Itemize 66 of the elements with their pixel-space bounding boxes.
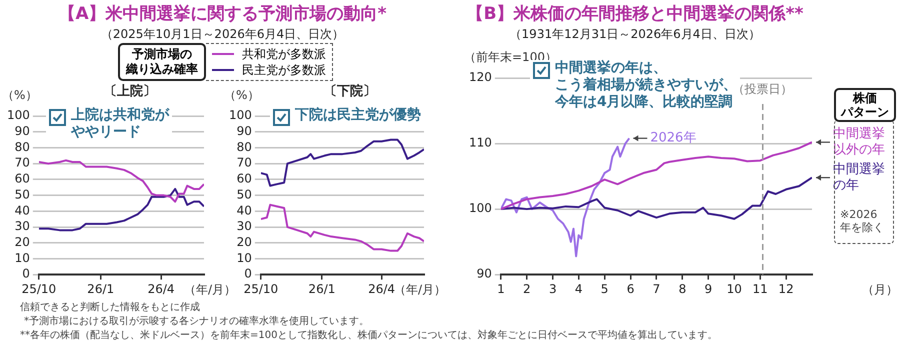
y-tick-label: 10 <box>14 250 30 265</box>
chart-subtitle: （2025年10月1日～2026年6月4日、日次） <box>100 26 346 43</box>
x-tick-label: 11 <box>752 282 768 296</box>
x-tick-label: 25/10 <box>244 282 278 296</box>
y-tick-label: 40 <box>236 203 252 218</box>
y-tick-label: 30 <box>14 219 30 234</box>
legend-title: 株価パターン <box>841 91 889 119</box>
y-tick-label: 100 <box>469 201 492 216</box>
x-tick-label: 26/1 <box>308 282 336 296</box>
y-tick-label: 110 <box>469 136 492 150</box>
x-tick-label: 25/10 <box>22 282 56 296</box>
text: *予測市場における取引が示唆する各シナリオの確率水準を使用しています。 <box>24 316 369 328</box>
legend-label: 共和党が多数派 <box>241 46 326 62</box>
x-axis-title: （年/月） <box>184 282 236 297</box>
text: ※2026年を除く <box>840 208 884 234</box>
text: 〔下院〕 <box>324 84 376 100</box>
y-tick-label: 0 <box>22 266 30 281</box>
y-tick-label: 90 <box>476 266 492 281</box>
y-tick-label: 20 <box>14 235 30 250</box>
y-tick-label: 50 <box>14 187 30 202</box>
legend-label: 民主党が多数派 <box>241 62 326 78</box>
y-tick-label: 70 <box>236 156 252 170</box>
text: 〔上院〕 <box>104 84 156 100</box>
y-axis-title: （%） <box>2 88 38 102</box>
x-tick-label: 4 <box>574 282 582 296</box>
y-tick-label: 10 <box>236 250 252 265</box>
chart-title: 【B】米株価の年間推移と中間選挙の関係** <box>466 3 804 25</box>
x-tick-label: 3 <box>548 282 557 296</box>
x-tick-label: 8 <box>678 282 686 296</box>
x-tick-label: 10 <box>726 282 742 296</box>
y-tick-label: 90 <box>14 124 30 138</box>
y-tick-label: 100 <box>7 108 30 122</box>
x-tick-label: 2 <box>523 282 531 296</box>
x-tick-label: 6 <box>626 282 634 296</box>
x-tick-label: 12 <box>778 282 794 296</box>
y-tick-label: 60 <box>14 172 30 186</box>
text: 信頼できると判断した情報をもとに作成 <box>20 302 200 314</box>
annotation: 上院は共和党がややリード <box>71 107 169 141</box>
chart-subtitle: （1931年12月31日～2026年6月4日、日次） <box>508 26 762 43</box>
x-axis-title: （年/月） <box>394 282 446 297</box>
y-tick-label: 120 <box>469 70 492 84</box>
legend-title: 予測市場の織り込み確率 <box>126 47 198 77</box>
text: **各年の株価（配当なし、米ドルベース）を前年末=100として指数化し、株価パターンについては、対象年ごとに日付ベースで平均値を算出しています。 <box>20 330 718 342</box>
y-tick-label: 80 <box>14 140 30 154</box>
chart-title: 【A】米中間選挙に関する予測市場の動向* <box>57 3 388 25</box>
x-tick-label: 1 <box>497 282 505 296</box>
x-tick-label: 26/4 <box>368 282 396 296</box>
annotation: 下院は民主党が優勢 <box>295 107 421 124</box>
y-tick-label: 70 <box>14 156 30 170</box>
y-tick-label: 20 <box>236 235 252 250</box>
y-axis-title: （%） <box>224 88 260 102</box>
y-tick-label: 90 <box>236 124 252 138</box>
y-tick-label: 0 <box>244 266 252 281</box>
y-tick-label: 30 <box>236 219 252 234</box>
x-tick-label: 7 <box>652 282 660 296</box>
x-axis-title: （月） <box>862 282 898 297</box>
x-tick-label: 5 <box>600 282 608 296</box>
y-tick-label: 50 <box>236 187 252 202</box>
series-label: 2026年 <box>650 130 696 146</box>
y-tick-label: 100 <box>229 108 252 122</box>
y-tick-label: 40 <box>14 203 30 218</box>
y-tick-label: 60 <box>236 172 252 186</box>
x-tick-label: 26/4 <box>148 282 175 296</box>
x-tick-label: 26/1 <box>87 282 114 296</box>
y-tick-label: 80 <box>236 140 252 154</box>
x-tick-label: 9 <box>704 282 712 296</box>
